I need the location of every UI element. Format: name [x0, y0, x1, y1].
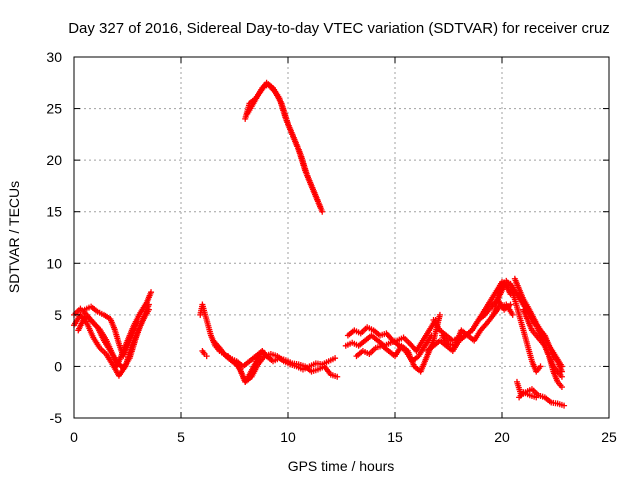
- x-tick-label: 10: [280, 429, 296, 445]
- x-tick-label: 20: [494, 429, 510, 445]
- data-point: [334, 373, 341, 380]
- x-tick-label: 15: [387, 429, 403, 445]
- series-arc-u: [520, 306, 565, 391]
- data-point: [332, 355, 339, 362]
- chart-title: Day 327 of 2016, Sidereal Day-to-day VTE…: [68, 20, 610, 37]
- data-point: [561, 402, 568, 409]
- y-tick-label: -5: [50, 410, 63, 426]
- series-arc-d: [81, 303, 142, 360]
- data-point: [436, 311, 443, 318]
- data-point: [145, 301, 152, 308]
- y-tick-label: 0: [54, 358, 62, 374]
- y-tick-label: 15: [46, 204, 62, 220]
- x-tick-label: 25: [601, 429, 617, 445]
- data-point: [148, 289, 155, 296]
- series-arc-l: [342, 317, 439, 354]
- y-tick-label: 25: [46, 101, 62, 117]
- series-arc-c: [75, 301, 152, 372]
- data-point: [203, 353, 210, 360]
- data-point: [509, 311, 516, 318]
- data-point: [135, 317, 142, 324]
- x-tick-label: 5: [177, 429, 185, 445]
- y-tick-label: 10: [46, 255, 62, 271]
- y-tick-label: 5: [54, 307, 62, 323]
- tick-layer: 0 5 10 15 20 25 -5 0 5 10 15 20 25 30: [46, 49, 617, 445]
- data-point: [317, 203, 324, 210]
- plot-frame: [73, 56, 610, 419]
- data-point: [319, 208, 326, 215]
- data-point: [558, 384, 565, 391]
- y-axis-label: SDTVAR / TECUs: [6, 181, 22, 293]
- y-tick-label: 20: [46, 152, 62, 168]
- grid-layer: [74, 57, 609, 418]
- data-point: [537, 363, 544, 370]
- series-arc-g: [225, 347, 341, 385]
- x-tick-label: 0: [70, 429, 78, 445]
- data-point: [558, 373, 565, 380]
- series-arc-h: [199, 347, 210, 360]
- data-layer: [71, 79, 568, 409]
- x-axis-label: GPS time / hours: [288, 458, 395, 474]
- series-arc-j: [244, 81, 324, 210]
- data-point: [533, 394, 540, 401]
- series-arc-w: [516, 389, 540, 401]
- y-tick-label: 30: [46, 49, 62, 65]
